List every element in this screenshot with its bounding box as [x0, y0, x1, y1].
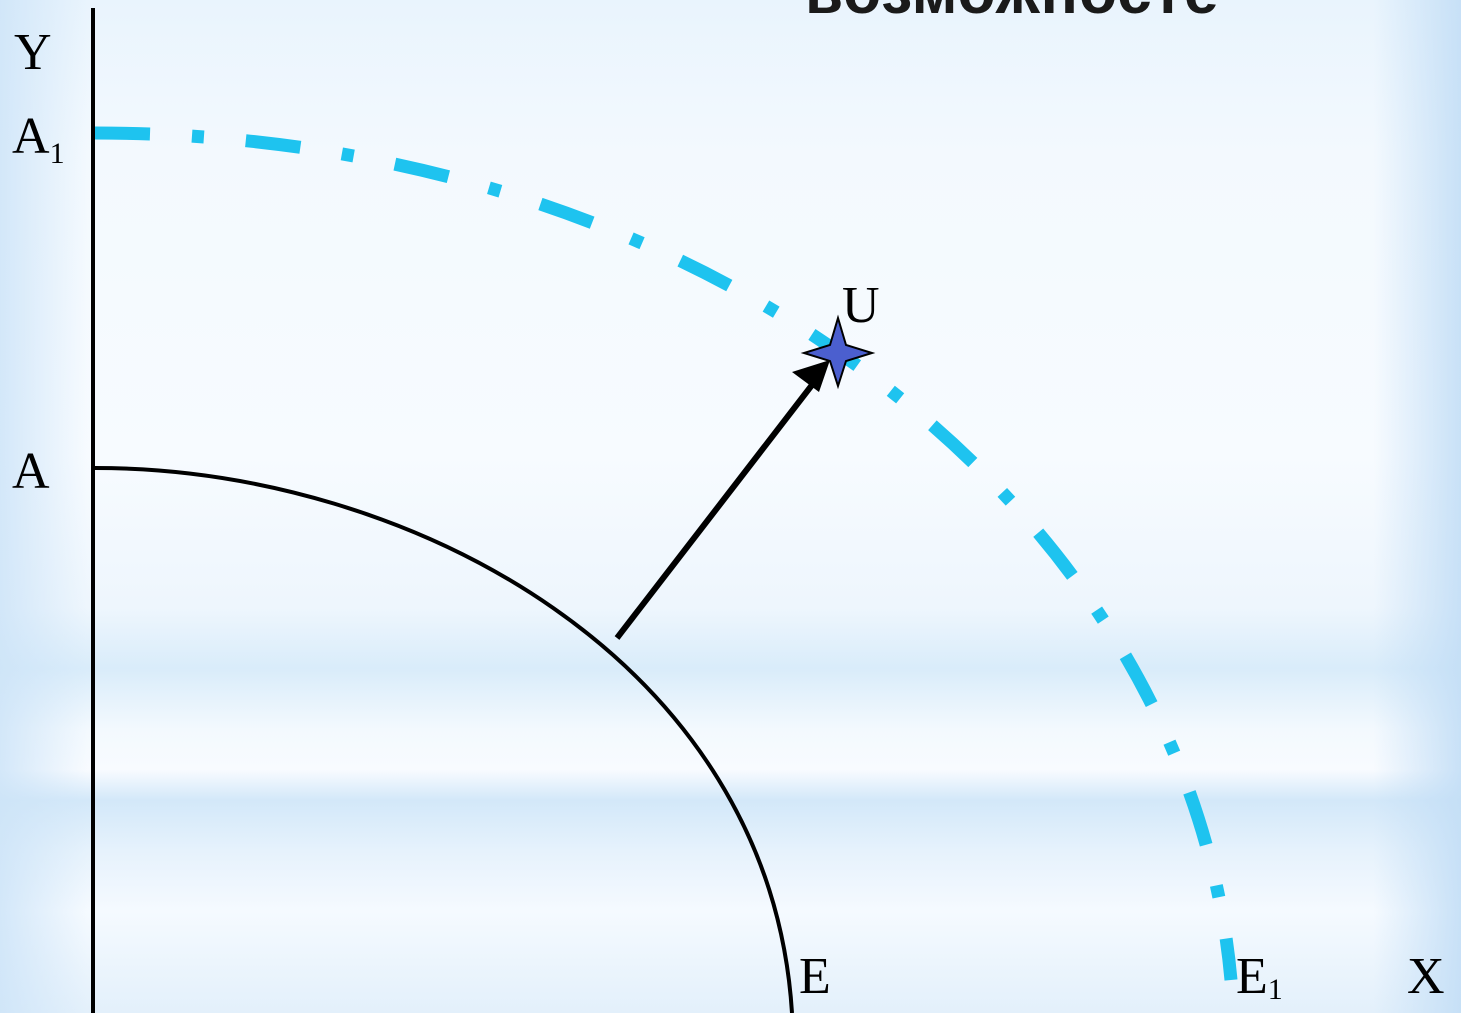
x-axis-label: X — [1407, 948, 1445, 1005]
shift-arrow-shaft — [614, 383, 815, 640]
four-point-star-icon — [800, 314, 876, 390]
slide-title: возможносте — [805, 0, 1461, 24]
point-e1-label: E1 — [1236, 948, 1283, 1006]
point-u-label: U — [842, 277, 880, 334]
point-a1-base: A — [12, 108, 50, 165]
point-a1-sub: 1 — [50, 137, 65, 170]
outer-frontier-curve — [94, 126, 1238, 981]
point-a-label: A — [12, 443, 50, 500]
arrow-icon — [792, 360, 830, 392]
y-axis-label: Y — [14, 24, 52, 81]
inner-frontier-curve — [94, 466, 794, 1013]
point-e1-base: E — [1236, 948, 1268, 1005]
point-e1-sub: 1 — [1268, 973, 1283, 1006]
point-a1-label: A1 — [12, 108, 65, 170]
point-e-label: E — [799, 948, 831, 1005]
